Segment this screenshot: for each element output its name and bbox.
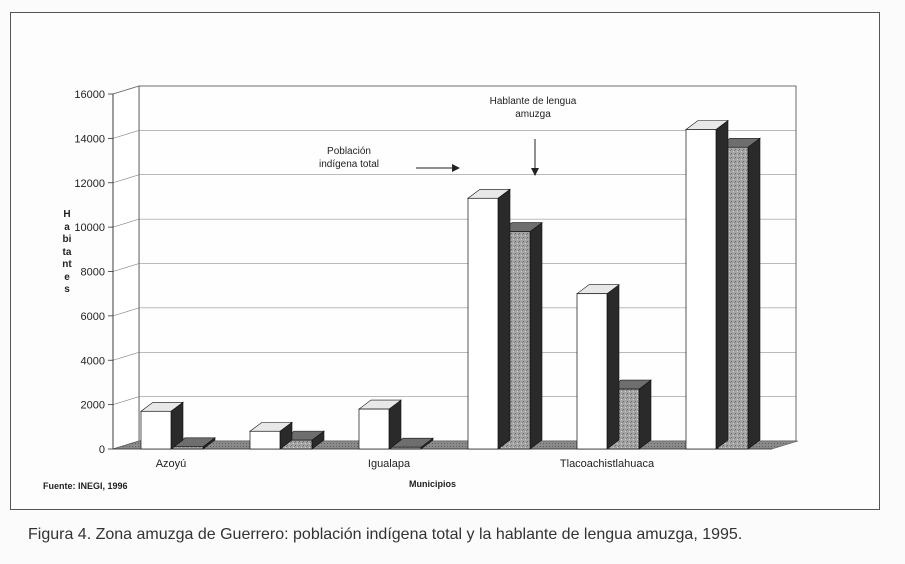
y-tick-label: 2000 <box>81 400 105 412</box>
bar-amuzga-2 <box>390 437 434 450</box>
gridline-side <box>112 85 140 95</box>
y-tick-label: 0 <box>99 444 105 456</box>
bar-chart: 0 2000 4000 6000 8000 10000 12000 14000 16000 Azo… <box>74 85 799 470</box>
bar-total-1 <box>249 421 293 450</box>
bar-total-0-front <box>140 410 172 450</box>
annotation-total-line2: indígena total <box>318 159 380 170</box>
bar-amuzga-0-front <box>172 446 204 450</box>
bar-amuzga-4-side <box>638 379 652 450</box>
y-tick-label: 10000 <box>74 222 105 234</box>
bar-total-3 <box>467 188 511 450</box>
y-tick-label: 6000 <box>81 311 105 323</box>
gridline-side <box>112 130 140 139</box>
gridline-side <box>112 174 140 184</box>
bar-total-0 <box>140 401 184 450</box>
y-tick-label: 14000 <box>74 133 105 145</box>
annotation-amuzga-line1: Hablante de lengua <box>489 96 577 107</box>
bar-amuzga-5-side <box>747 137 761 450</box>
figure-frame: 0 2000 4000 6000 8000 10000 12000 14000 16000 Azo… <box>10 12 880 510</box>
bar-total-4 <box>576 284 620 450</box>
y-tick-label: 4000 <box>81 355 105 367</box>
bar-amuzga-1 <box>281 430 325 450</box>
bar-total-2 <box>358 399 402 450</box>
gridline-side <box>112 396 140 405</box>
annotation-amuzga: Hablante de lengua amuzga <box>473 95 593 121</box>
y-tick-label: 12000 <box>74 178 105 190</box>
bar-total-5-front <box>685 129 717 450</box>
gridline-side <box>112 307 140 317</box>
bar-total-3-side <box>497 188 511 450</box>
bar-total-2-front <box>358 408 390 450</box>
bar-total-4-side <box>606 284 620 450</box>
x-tick-label: Tlacoachistlahuaca <box>560 458 655 470</box>
gridline-side <box>112 263 140 272</box>
gridline-side <box>112 351 140 361</box>
x-axis-title: Municipios <box>409 479 456 489</box>
y-axis-title: Habitantes <box>62 209 72 295</box>
annotation-total: Población indígena total <box>299 145 399 171</box>
arrow-amuzga-head <box>531 168 539 176</box>
bar-total-4-front <box>576 293 608 450</box>
annotation-amuzga-line2: amuzga <box>515 109 551 120</box>
x-tick-label: Azoyú <box>156 458 187 470</box>
source-note: Fuente: INEGI, 1996 <box>43 481 128 491</box>
bar-total-1-front <box>249 430 281 450</box>
gridline-side <box>112 218 140 228</box>
bar-total-5 <box>685 119 729 450</box>
x-tick-label: Igualapa <box>368 458 411 470</box>
annotation-total-line1: Población <box>327 146 371 157</box>
bar-total-5-side <box>715 119 729 450</box>
bar-total-3-front <box>467 197 499 450</box>
bar-amuzga-2-front <box>390 446 422 450</box>
bar-amuzga-3-side <box>529 221 543 450</box>
bar-amuzga-0 <box>172 437 216 450</box>
figure-caption: Figura 4. Zona amuzga de Guerrero: pobla… <box>28 526 743 543</box>
y-tick-label: 16000 <box>74 89 105 101</box>
y-tick-label: 8000 <box>81 267 105 279</box>
arrow-total-head <box>452 164 460 172</box>
